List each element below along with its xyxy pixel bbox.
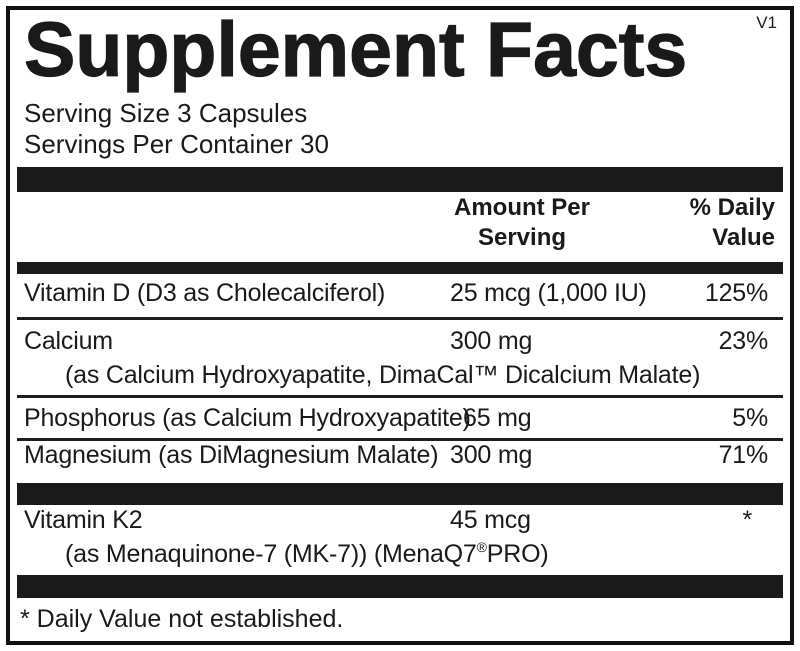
thick-divider-bottom — [17, 575, 783, 598]
nutrient-daily-value: 71% — [718, 441, 769, 469]
nutrient-row-calcium: Calcium 300 mg 23% (as Calcium Hydroxyap… — [17, 328, 783, 388]
nutrient-source-note: (as Calcium Hydroxyapatite, DimaCal™ Dic… — [65, 361, 701, 389]
thick-divider-top — [17, 167, 783, 192]
nutrient-daily-value: 5% — [732, 404, 768, 432]
nutrient-name: Magnesium (as DiMagnesium Malate) — [24, 441, 439, 469]
serving-size-line: Serving Size 3 Capsules — [24, 98, 308, 128]
nutrient-amount: 25 mcg (1,000 IU) — [450, 279, 647, 307]
column-header-row: Amount Per Serving % Daily Value — [17, 193, 783, 255]
label-frame: V1 Supplement Facts Serving Size 3 Capsu… — [6, 6, 794, 645]
nutrient-row-magnesium: Magnesium (as DiMagnesium Malate) 300 mg… — [17, 442, 783, 468]
nutrient-daily-value-asterisk: * — [742, 506, 752, 534]
column-header-daily-value: % Daily Value — [690, 193, 775, 253]
row-separator — [17, 317, 783, 320]
nutrient-daily-value: 23% — [718, 327, 769, 355]
nutrient-name: Calcium — [24, 327, 113, 355]
nutrient-row-vitamin-k2: Vitamin K2 45 mcg * (as Menaquinone-7 (M… — [17, 507, 783, 567]
nutrient-name: Vitamin K2 — [24, 506, 143, 534]
nutrient-amount: 300 mg — [450, 441, 533, 469]
nutrient-row-vitamin-d: Vitamin D (D3 as Cholecalciferol) 25 mcg… — [17, 280, 783, 306]
thick-divider-mid — [17, 483, 783, 505]
version-tag: V1 — [756, 13, 777, 32]
column-header-amount-line1: Amount Per — [453, 194, 590, 221]
nutrient-amount: 300 mg — [450, 327, 533, 355]
label-title: Supplement Facts — [23, 7, 688, 93]
row-separator — [17, 395, 783, 398]
column-header-dv-line2: Value — [712, 224, 775, 251]
servings-per-container-line: Servings Per Container 30 — [24, 129, 329, 159]
nutrient-amount: 45 mcg — [450, 506, 531, 534]
nutrient-name: Phosphorus (as Calcium Hydroxyapatite) — [24, 404, 471, 432]
row-separator — [17, 438, 783, 441]
nutrient-source-note: (as Menaquinone-7 (MK-7)) (MenaQ7®PRO) — [17, 539, 783, 568]
registered-trademark-symbol: ® — [476, 539, 487, 555]
nutrient-amount: 65 mg — [463, 404, 532, 432]
nutrient-daily-value: 125% — [704, 279, 768, 307]
source-note-text: (as Menaquinone-7 (MK-7)) (MenaQ7 — [65, 540, 477, 568]
column-header-amount-line2: Serving — [477, 224, 567, 251]
nutrient-name: Vitamin D (D3 as Cholecalciferol) — [24, 279, 386, 307]
column-header-dv-line1: % Daily — [689, 194, 775, 221]
thick-divider-under-header — [17, 262, 783, 274]
nutrient-row-phosphorus: Phosphorus (as Calcium Hydroxyapatite) 6… — [17, 405, 783, 431]
daily-value-footnote: * Daily Value not established. — [20, 605, 344, 633]
source-note-text: PRO) — [486, 540, 549, 568]
column-header-amount: Amount Per Serving — [422, 193, 622, 253]
